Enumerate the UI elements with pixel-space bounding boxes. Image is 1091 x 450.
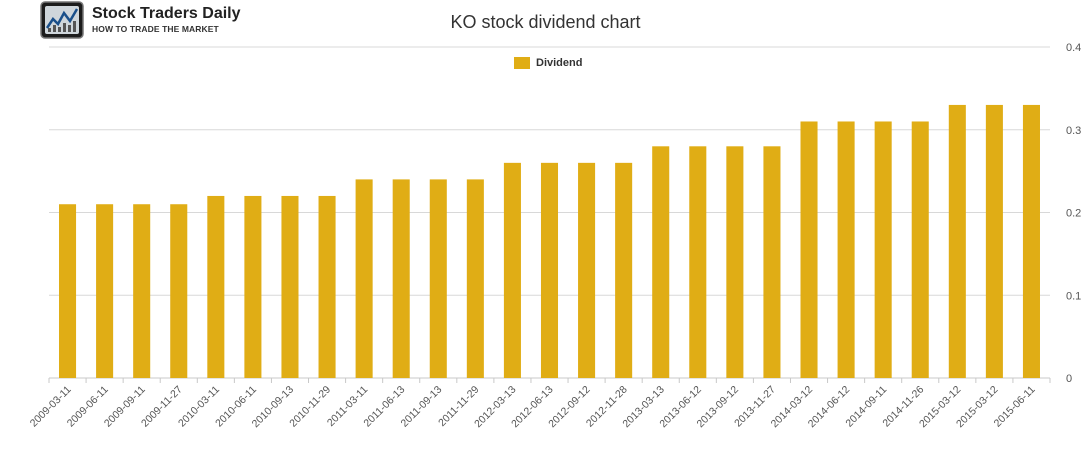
bar xyxy=(318,195,336,378)
bar xyxy=(170,204,188,378)
bar xyxy=(652,146,670,378)
brand-tagline: HOW TO TRADE THE MARKET xyxy=(92,24,219,34)
bar xyxy=(800,121,818,378)
bar xyxy=(540,162,559,378)
bar xyxy=(207,195,225,378)
bar xyxy=(281,195,299,378)
bar xyxy=(985,104,1003,379)
bar xyxy=(244,195,262,378)
bar xyxy=(96,204,114,378)
bar xyxy=(133,204,151,378)
bar xyxy=(429,179,447,378)
bar xyxy=(911,121,929,378)
bar xyxy=(392,179,410,378)
legend[interactable]: Dividend xyxy=(514,57,582,69)
bar xyxy=(689,146,707,378)
brand-name: Stock Traders Daily xyxy=(92,5,241,22)
bar xyxy=(355,179,373,378)
bar xyxy=(874,121,892,378)
bar xyxy=(59,204,77,378)
logo-icon xyxy=(40,1,84,39)
bar xyxy=(948,104,966,379)
bar xyxy=(615,162,633,378)
y-tick-label: 0 xyxy=(1066,373,1072,385)
legend-swatch xyxy=(514,57,530,69)
y-tick-label: 0.4 xyxy=(1066,42,1081,54)
legend-label: Dividend xyxy=(536,57,583,69)
bar xyxy=(503,162,521,378)
y-tick-label: 0.2 xyxy=(1066,208,1081,220)
chart-title: KO stock dividend chart xyxy=(450,12,641,32)
bar xyxy=(1022,104,1040,379)
bar xyxy=(837,121,855,378)
bar xyxy=(466,179,484,378)
y-tick-label: 0.3 xyxy=(1066,125,1081,137)
bar xyxy=(578,162,596,378)
y-tick-label: 0.1 xyxy=(1066,290,1081,302)
bar xyxy=(763,146,781,378)
bar xyxy=(726,146,744,378)
